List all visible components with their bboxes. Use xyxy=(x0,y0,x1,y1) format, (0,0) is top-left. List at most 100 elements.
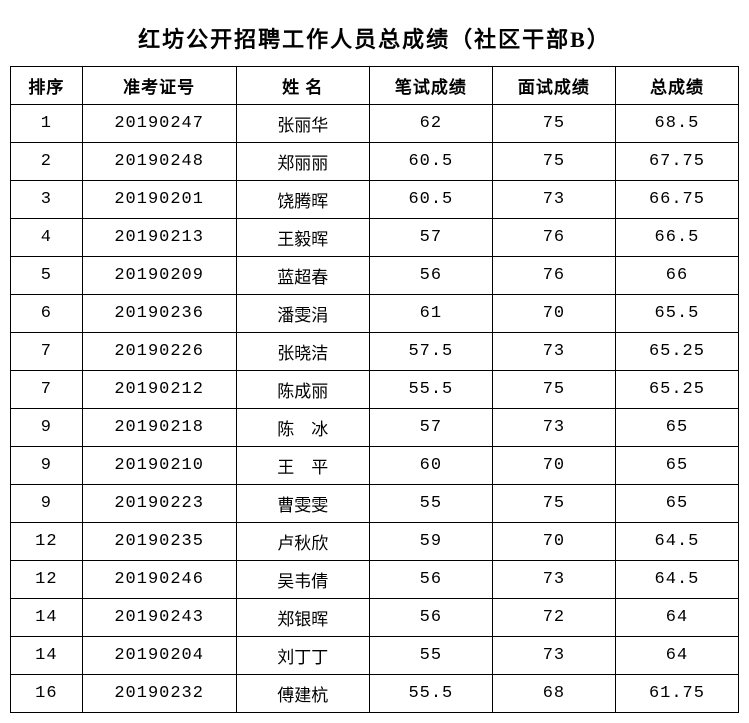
cell-total: 66.75 xyxy=(615,181,738,219)
cell-total: 64 xyxy=(615,599,738,637)
cell-total: 66.5 xyxy=(615,219,738,257)
cell-exam-id: 20190232 xyxy=(82,675,236,713)
cell-interview: 68 xyxy=(492,675,615,713)
cell-total: 68.5 xyxy=(615,105,738,143)
cell-name: 王毅晖 xyxy=(236,219,369,257)
cell-rank: 14 xyxy=(11,599,83,637)
cell-exam-id: 20190223 xyxy=(82,485,236,523)
table-row: 920190210王 平607065 xyxy=(11,447,739,485)
cell-interview: 73 xyxy=(492,181,615,219)
cell-name: 陈成丽 xyxy=(236,371,369,409)
cell-rank: 7 xyxy=(11,333,83,371)
cell-exam-id: 20190212 xyxy=(82,371,236,409)
cell-exam-id: 20190226 xyxy=(82,333,236,371)
cell-interview: 73 xyxy=(492,409,615,447)
cell-total: 65 xyxy=(615,447,738,485)
cell-name: 王 平 xyxy=(236,447,369,485)
cell-written: 62 xyxy=(369,105,492,143)
cell-written: 60.5 xyxy=(369,143,492,181)
table-row: 920190223曹雯雯557565 xyxy=(11,485,739,523)
cell-written: 55.5 xyxy=(369,675,492,713)
cell-interview: 70 xyxy=(492,523,615,561)
cell-interview: 75 xyxy=(492,371,615,409)
cell-exam-id: 20190204 xyxy=(82,637,236,675)
col-header-interview: 面试成绩 xyxy=(492,67,615,105)
table-row: 320190201饶腾晖60.57366.75 xyxy=(11,181,739,219)
col-header-name: 姓 名 xyxy=(236,67,369,105)
cell-name: 郑银晖 xyxy=(236,599,369,637)
cell-interview: 70 xyxy=(492,295,615,333)
cell-exam-id: 20190247 xyxy=(82,105,236,143)
cell-interview: 72 xyxy=(492,599,615,637)
cell-name: 傅建杭 xyxy=(236,675,369,713)
cell-interview: 73 xyxy=(492,637,615,675)
cell-rank: 9 xyxy=(11,409,83,447)
cell-exam-id: 20190218 xyxy=(82,409,236,447)
cell-total: 64.5 xyxy=(615,523,738,561)
table-row: 520190209蓝超春567666 xyxy=(11,257,739,295)
cell-total: 65.25 xyxy=(615,333,738,371)
cell-rank: 7 xyxy=(11,371,83,409)
table-row: 120190247张丽华627568.5 xyxy=(11,105,739,143)
cell-written: 56 xyxy=(369,257,492,295)
cell-written: 56 xyxy=(369,599,492,637)
col-header-written: 笔试成绩 xyxy=(369,67,492,105)
table-row: 720190212陈成丽55.57565.25 xyxy=(11,371,739,409)
cell-name: 吴韦倩 xyxy=(236,561,369,599)
cell-interview: 75 xyxy=(492,485,615,523)
cell-rank: 4 xyxy=(11,219,83,257)
cell-written: 59 xyxy=(369,523,492,561)
cell-written: 60 xyxy=(369,447,492,485)
table-body: 120190247张丽华627568.5220190248郑丽丽60.57567… xyxy=(11,105,739,713)
cell-name: 郑丽丽 xyxy=(236,143,369,181)
cell-name: 张丽华 xyxy=(236,105,369,143)
cell-name: 刘丁丁 xyxy=(236,637,369,675)
cell-exam-id: 20190201 xyxy=(82,181,236,219)
table-row: 920190218陈 冰577365 xyxy=(11,409,739,447)
cell-total: 67.75 xyxy=(615,143,738,181)
table-row: 1220190246吴韦倩567364.5 xyxy=(11,561,739,599)
cell-rank: 1 xyxy=(11,105,83,143)
cell-interview: 70 xyxy=(492,447,615,485)
cell-exam-id: 20190243 xyxy=(82,599,236,637)
cell-rank: 16 xyxy=(11,675,83,713)
results-table: 排序 准考证号 姓 名 笔试成绩 面试成绩 总成绩 120190247张丽华62… xyxy=(10,66,739,713)
table-row: 1420190204刘丁丁557364 xyxy=(11,637,739,675)
cell-exam-id: 20190236 xyxy=(82,295,236,333)
table-row: 420190213王毅晖577666.5 xyxy=(11,219,739,257)
cell-written: 57 xyxy=(369,409,492,447)
cell-written: 57.5 xyxy=(369,333,492,371)
cell-written: 60.5 xyxy=(369,181,492,219)
cell-rank: 14 xyxy=(11,637,83,675)
cell-interview: 75 xyxy=(492,143,615,181)
cell-rank: 3 xyxy=(11,181,83,219)
cell-exam-id: 20190213 xyxy=(82,219,236,257)
cell-total: 65.25 xyxy=(615,371,738,409)
cell-written: 61 xyxy=(369,295,492,333)
cell-name: 饶腾晖 xyxy=(236,181,369,219)
col-header-total: 总成绩 xyxy=(615,67,738,105)
cell-total: 66 xyxy=(615,257,738,295)
cell-interview: 76 xyxy=(492,257,615,295)
cell-written: 55.5 xyxy=(369,371,492,409)
table-row: 720190226张晓洁57.57365.25 xyxy=(11,333,739,371)
cell-exam-id: 20190210 xyxy=(82,447,236,485)
cell-written: 56 xyxy=(369,561,492,599)
table-row: 620190236潘雯涓617065.5 xyxy=(11,295,739,333)
cell-exam-id: 20190246 xyxy=(82,561,236,599)
cell-exam-id: 20190248 xyxy=(82,143,236,181)
cell-name: 张晓洁 xyxy=(236,333,369,371)
cell-rank: 5 xyxy=(11,257,83,295)
page-title: 红坊公开招聘工作人员总成绩（社区干部B） xyxy=(10,10,739,66)
cell-total: 64 xyxy=(615,637,738,675)
cell-total: 65 xyxy=(615,409,738,447)
col-header-exam-id: 准考证号 xyxy=(82,67,236,105)
cell-exam-id: 20190235 xyxy=(82,523,236,561)
cell-name: 潘雯涓 xyxy=(236,295,369,333)
cell-written: 55 xyxy=(369,485,492,523)
cell-name: 陈 冰 xyxy=(236,409,369,447)
cell-rank: 12 xyxy=(11,561,83,599)
cell-rank: 12 xyxy=(11,523,83,561)
cell-name: 曹雯雯 xyxy=(236,485,369,523)
cell-total: 65.5 xyxy=(615,295,738,333)
